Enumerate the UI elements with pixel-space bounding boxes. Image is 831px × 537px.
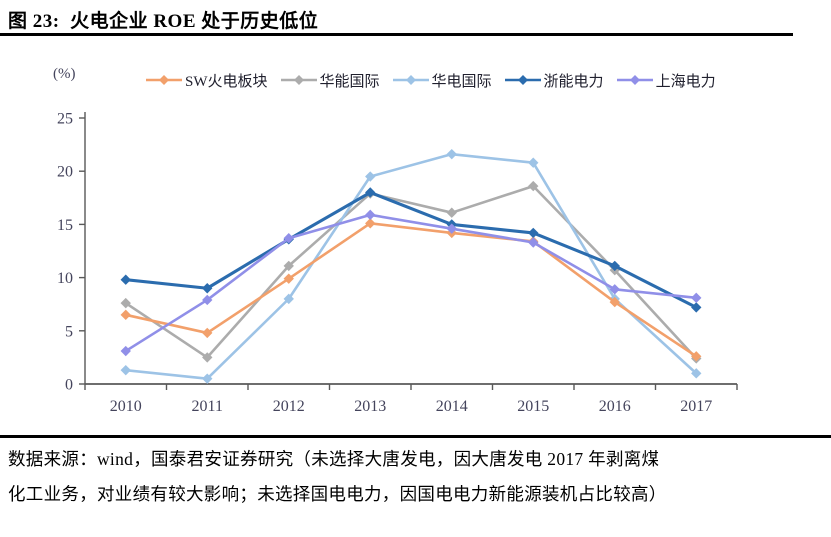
y-tick-label: 5	[65, 323, 73, 340]
data-point-marker	[609, 296, 620, 308]
legend-item-4: 上海电力	[616, 70, 716, 91]
data-point-marker	[365, 218, 376, 229]
data-point-marker	[120, 274, 131, 285]
legend-label: 华能国际	[319, 73, 380, 90]
data-point-marker	[365, 187, 376, 198]
y-tick-label: 10	[57, 270, 73, 287]
data-point-marker	[528, 237, 539, 248]
series-line-0	[124, 222, 698, 358]
legend-item-0: SW火电板块	[146, 70, 268, 91]
legend-marker-icon	[146, 75, 182, 85]
data-point-marker	[365, 209, 376, 221]
legend-label: SW火电板块	[185, 73, 268, 90]
x-tick-label: 2014	[436, 398, 468, 415]
legend-item-3: 浙能电力	[504, 70, 604, 91]
data-point-marker	[691, 292, 702, 304]
data-point-marker	[283, 273, 294, 284]
data-point-marker	[159, 75, 169, 85]
legend-marker-icon	[280, 75, 317, 85]
x-tick-label: 2012	[273, 398, 305, 415]
series-line-2	[124, 152, 698, 380]
legend-label: 华电国际	[431, 73, 492, 90]
data-point-marker	[528, 227, 539, 239]
legend-marker-icon	[616, 75, 653, 85]
data-point-marker	[365, 171, 376, 182]
data-point-marker	[283, 233, 294, 244]
chart-legend: SW火电板块 华能国际 华电国际 浙能电力 上海电力	[146, 70, 716, 91]
source-note: 数据来源：wind，国泰君安证券研究（未选择大唐发电，因大唐发电 2017 年剥…	[0, 435, 831, 511]
data-point-marker	[405, 75, 416, 85]
y-axis-unit-label: (%)	[53, 66, 76, 82]
x-tick-label: 2015	[517, 398, 549, 415]
title-divider	[0, 33, 793, 36]
data-point-marker	[609, 260, 620, 272]
x-tick-label: 2016	[599, 398, 631, 415]
data-point-marker	[446, 207, 457, 218]
data-point-marker	[120, 345, 131, 357]
source-note-line2: 化工业务，对业绩有较大影响；未选择国电电力，因国电电力新能源装机占比较高）	[8, 483, 667, 504]
data-point-marker	[202, 327, 213, 339]
x-tick-label: 2017	[680, 398, 712, 415]
data-point-marker	[202, 283, 213, 294]
data-point-marker	[120, 309, 131, 321]
data-point-marker	[120, 297, 131, 309]
source-note-line1: 数据来源：wind，国泰君安证券研究（未选择大唐发电，因大唐发电 2017 年剥…	[8, 449, 660, 469]
data-point-marker	[517, 75, 528, 85]
y-tick-label: 0	[65, 377, 73, 394]
data-point-marker	[446, 148, 457, 160]
data-point-marker	[202, 352, 213, 363]
data-point-marker	[283, 260, 294, 272]
data-point-marker	[629, 75, 640, 85]
data-point-marker	[446, 223, 457, 234]
data-point-marker	[691, 368, 702, 379]
series-line-4	[124, 213, 698, 353]
series-line-1	[124, 184, 698, 360]
legend-marker-icon	[504, 75, 541, 85]
y-tick-label: 20	[57, 164, 73, 181]
legend-label: 上海电力	[655, 73, 716, 90]
data-point-marker	[691, 302, 702, 313]
figure-title: 图 23: 火电企业 ROE 处于历史低位	[8, 11, 319, 32]
series-line-3	[124, 190, 698, 309]
y-tick-label: 15	[57, 217, 73, 234]
roe-line-chart: 0 5 10 15 20 25 2010 2011 2012 2013 2014 2015 2016 20…	[57, 111, 738, 415]
x-tick-label: 2011	[192, 398, 223, 415]
data-point-marker	[293, 75, 304, 85]
data-point-marker	[120, 364, 131, 376]
legend-label: 浙能电力	[543, 73, 604, 90]
data-point-marker	[528, 180, 539, 192]
data-point-marker	[691, 351, 702, 362]
data-point-marker	[283, 293, 294, 305]
y-tick-label: 25	[57, 111, 73, 128]
x-tick-label: 2010	[110, 398, 142, 415]
x-tick-label: 2013	[354, 398, 386, 415]
data-point-marker	[609, 284, 620, 295]
legend-marker-icon	[392, 75, 429, 85]
legend-item-1: 华能国际	[280, 70, 380, 91]
data-point-marker	[528, 157, 539, 168]
legend-item-2: 华电国际	[392, 70, 492, 91]
data-point-marker	[202, 373, 213, 384]
